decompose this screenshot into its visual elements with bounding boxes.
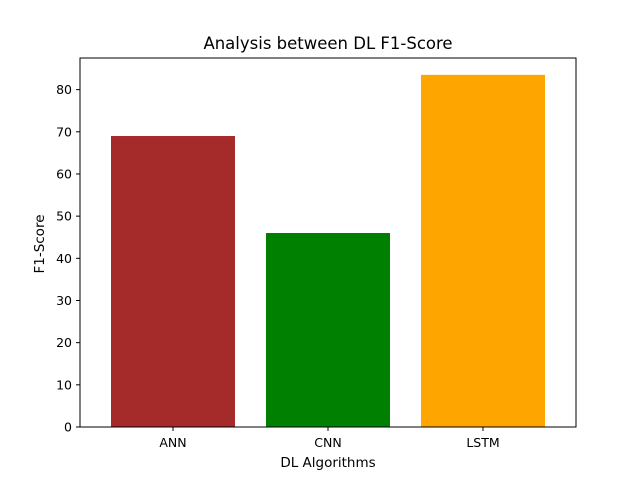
y-tick-label-40: 40 <box>56 251 72 266</box>
y-tick-label-70: 70 <box>56 124 72 139</box>
y-tick-label-20: 20 <box>56 335 72 350</box>
bar-cnn <box>266 233 390 427</box>
x-tick-label-cnn: CNN <box>314 435 341 450</box>
chart-title: Analysis between DL F1-Score <box>203 34 452 53</box>
y-tick-label-60: 60 <box>56 166 72 181</box>
x-tick-label-lstm: LSTM <box>466 435 499 450</box>
y-tick-label-80: 80 <box>56 82 72 97</box>
bar-lstm <box>421 74 545 428</box>
bar-ann <box>111 136 235 427</box>
y-tick-label-10: 10 <box>56 377 72 392</box>
y-tick-label-0: 0 <box>64 420 72 435</box>
plot-area: 0 10 20 30 40 50 60 70 80 ANN CNN LSTM <box>56 57 577 450</box>
y-axis-label: F1-Score <box>32 214 48 273</box>
y-tick-label-30: 30 <box>56 293 72 308</box>
x-axis-label: DL Algorithms <box>280 455 375 471</box>
y-tick-label-50: 50 <box>56 209 72 224</box>
x-tick-label-ann: ANN <box>159 435 186 450</box>
